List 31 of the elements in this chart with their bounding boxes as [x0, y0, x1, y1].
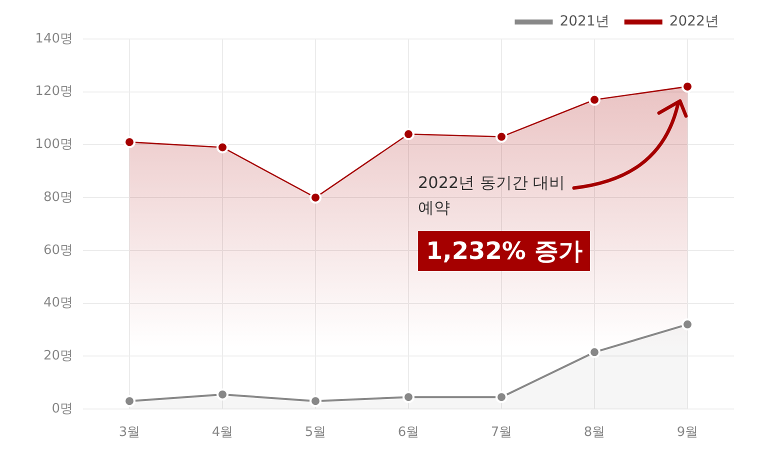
- point: [588, 94, 600, 106]
- x-tick-label: 7월: [490, 425, 512, 440]
- x-tick-label: 6월: [398, 425, 420, 440]
- point: [402, 128, 414, 140]
- legend-label: 2021년: [560, 14, 610, 30]
- y-tick-label: 20명: [43, 348, 73, 364]
- x-tick-label: 3월: [118, 425, 140, 440]
- x-tick-label: 8월: [584, 425, 606, 440]
- point: [310, 395, 322, 408]
- point: [124, 136, 136, 148]
- y-tick-label: 100명: [35, 137, 73, 152]
- point: [588, 346, 600, 358]
- y-tick-label: 0명: [52, 401, 73, 416]
- x-tick-label: 9월: [676, 425, 698, 440]
- point: [216, 388, 228, 400]
- y-tick-label: 80명: [43, 190, 73, 205]
- point: [402, 391, 414, 404]
- legend-label: 2022년: [669, 14, 720, 30]
- annotation: 1,232% 증가: [426, 236, 582, 267]
- y-tick-label: 40명: [43, 296, 73, 311]
- y-tick-label: 120명: [35, 84, 73, 100]
- annotation: 2022년 동기간 대비 예약: [418, 172, 565, 219]
- x-tick-label: 4월: [212, 425, 234, 440]
- label-box: 1,232% 증가: [418, 231, 590, 271]
- y-tick-label: 60명: [43, 242, 73, 258]
- point: [496, 391, 508, 404]
- point: [496, 130, 508, 143]
- point: [310, 192, 322, 204]
- y-tick-label: 140명: [35, 31, 73, 46]
- x-tick-label: 5월: [304, 425, 326, 440]
- point: [216, 141, 228, 154]
